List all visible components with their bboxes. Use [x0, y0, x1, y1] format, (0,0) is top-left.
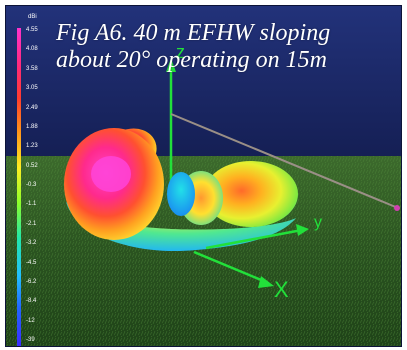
- scale-tick-label: 2.49: [26, 104, 38, 111]
- scale-tick-label: -4.5: [26, 259, 37, 266]
- scale-unit-label: dBi: [28, 14, 37, 20]
- sky: [6, 6, 401, 166]
- scale-tick-label: -39: [26, 337, 35, 343]
- right-lobe: [204, 161, 298, 227]
- scale-tick-label: -0.3: [26, 182, 37, 188]
- scale-tick-label: -8.4: [26, 298, 37, 305]
- radiation-pattern: [64, 128, 298, 252]
- figure-caption: Fig A6. 40 m EFHW sloping about 20° oper…: [56, 20, 396, 74]
- scale-tick-label: -6.2: [26, 278, 37, 285]
- scale-tick-label: 0.52: [26, 162, 38, 169]
- pattern-view: y X z dBi 4.55 4.08 3.58 3.05 2.49 1.88 1.23 0.…: [5, 5, 402, 347]
- z-axis: [166, 58, 176, 184]
- scale-tick-label: 1.23: [26, 143, 38, 150]
- radiation-pattern-scene: y X z: [6, 6, 401, 346]
- scale-tick-label: -1.1: [26, 201, 37, 208]
- y-axis: y: [205, 214, 322, 250]
- feedpoint-marker: [394, 205, 400, 211]
- left-hotspot: [91, 156, 131, 192]
- scale-tick-label: 1.88: [26, 123, 38, 130]
- scale-tick-label: 4.55: [26, 27, 38, 33]
- scale-tick-label: -3.2: [26, 240, 37, 247]
- scale-tick-label: 3.58: [26, 65, 38, 72]
- caption-line-2: about 20° operating on 15m: [56, 47, 327, 73]
- color-scale-bar: [17, 28, 21, 346]
- z-axis-label: z: [176, 42, 185, 62]
- scale-tick-label: -12: [26, 317, 35, 324]
- y-axis-label: y: [314, 214, 322, 231]
- scale-tick-label: -2.1: [26, 220, 37, 227]
- x-axis: X: [193, 250, 289, 302]
- center-dip: [167, 172, 195, 216]
- antenna-wire: [170, 113, 399, 209]
- caption-line-1: Fig A6. 40 m EFHW sloping: [56, 20, 331, 46]
- scale-tick-label: 4.08: [26, 46, 38, 53]
- x-axis-label: X: [274, 277, 289, 302]
- scale-tick-label: 3.05: [26, 85, 38, 92]
